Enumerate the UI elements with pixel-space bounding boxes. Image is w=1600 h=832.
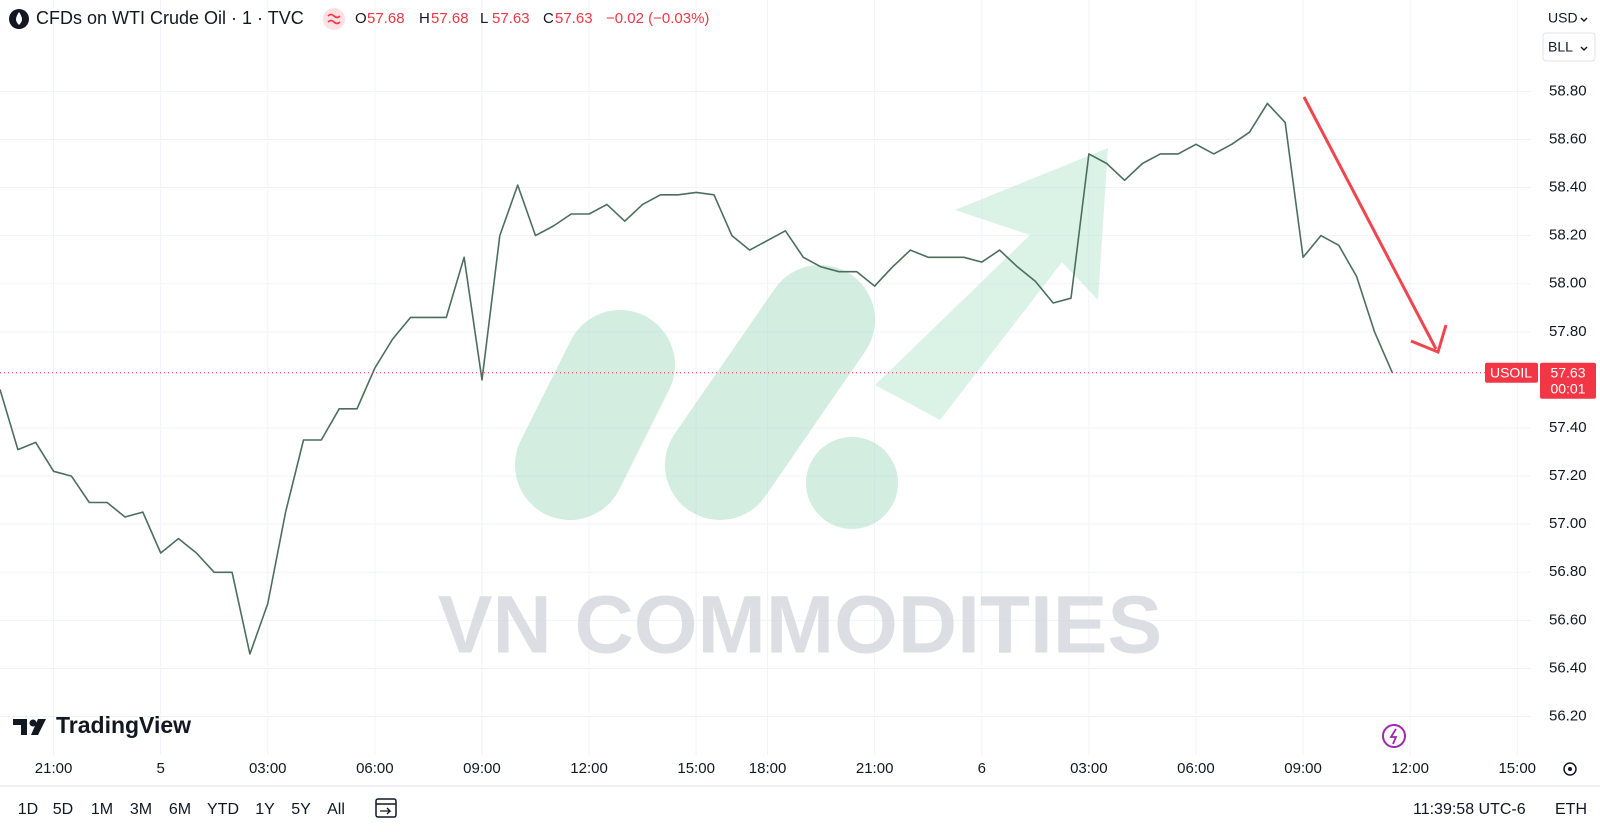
watermark-logo [515,148,1108,529]
x-tick-label: 03:00 [1070,760,1108,777]
range-button[interactable]: 1M [91,801,113,818]
ohlc-value: 57.68 [431,10,469,27]
y-tick-label: 57.40 [1549,419,1587,436]
arrow-head [1410,324,1448,355]
x-tick-label: 09:00 [463,760,501,777]
x-tick-label: 12:00 [1391,760,1429,777]
y-tick-label: 57.20 [1549,467,1587,484]
x-tick-label: 06:00 [1177,760,1215,777]
y-tick-label: 56.60 [1549,611,1587,628]
ohlc: O 57.68 H 57.68 L 57.63 C 57.63 −0.02 (−0.03%) [355,10,709,27]
currency[interactable]: USD [1548,10,1578,26]
unit[interactable]: BLL [1548,39,1573,55]
tv-logo [13,719,46,735]
calendar-frame [375,798,397,818]
x-tick-label: 06:00 [356,760,394,777]
alert-icon[interactable] [1382,724,1406,748]
ohlc-label: C [543,10,554,27]
x-tick-label: 6 [978,760,986,777]
x-tick-label: 03:00 [249,760,287,777]
y-tick-label: 58.80 [1549,82,1587,99]
range-button[interactable]: 6M [169,801,191,818]
clock: 11:39:58 UTC-6 [1413,801,1526,818]
range-button[interactable]: 1Y [255,801,275,818]
range-button[interactable]: YTD [207,801,239,818]
y-tick-label: 58.00 [1549,275,1587,292]
y-tick-label: 58.40 [1549,179,1587,196]
down-arrow [1302,96,1448,355]
price-label: 57.63 [1550,364,1585,380]
price-line [0,102,1394,655]
status-badge-icon [327,13,341,25]
y-tick-label: 57.00 [1549,515,1587,532]
x-tick-label: 12:00 [570,760,608,777]
x-tick-label: 21:00 [856,760,894,777]
dropdown-caret [1580,17,1588,51]
branding: TradingView [56,712,191,738]
symbol-title: CFDs on WTI Crude Oil · 1 · TVC [36,8,304,28]
symbol-icon-drop [16,12,22,25]
ohlc-value: 57.68 [367,10,405,27]
range-button[interactable]: 1D [18,801,38,818]
countdown: 00:01 [1550,380,1585,396]
calendar-arrow [380,807,392,815]
x-tick-label: 09:00 [1284,760,1322,777]
tv-logo-part [29,719,37,727]
y-tick-label: 57.80 [1549,323,1587,340]
toolbar: 1D 5D 1M 3M 6M YTD 1Y 5Y All [18,801,345,818]
session[interactable]: ETH [1555,801,1587,818]
logo-stroke [665,265,875,520]
x-tick-label: 5 [156,760,164,777]
price-change: −0.02 (−0.03%) [606,10,709,27]
y-tick-label: 56.40 [1549,659,1587,676]
calendar-icon[interactable] [375,798,397,818]
y-tick-label: 56.20 [1549,707,1587,724]
range-button[interactable]: 5Y [291,801,311,818]
y-tick-label: 58.20 [1549,227,1587,244]
unit-box[interactable] [1542,32,1596,62]
y-tick-label: 56.80 [1549,563,1587,580]
plot [0,102,1485,655]
logo-dot [806,437,898,529]
up-arrow [875,148,1108,420]
symbol-label: USOIL [1490,364,1532,380]
logo-stroke [515,310,675,520]
alert-icon-bolt [1389,728,1398,745]
ohlc-label: H [419,10,430,27]
range-button[interactable]: 5D [53,801,73,818]
settings-icon[interactable] [1563,762,1577,776]
arrow-shaft [1302,96,1438,350]
ohlc-label: L [480,10,488,27]
range-button[interactable]: 3M [130,801,152,818]
watermark-text: VN COMMODITIES [438,580,1162,671]
ohlc-value: 57.63 [555,10,593,27]
ohlc-value: 57.63 [492,10,530,27]
symbol-label-box [1485,362,1538,383]
x-tick-label: 15:00 [1498,760,1536,777]
price-label-box [1540,362,1596,399]
tv-logo-part [13,719,27,735]
x-tick-label: 15:00 [677,760,715,777]
range-button[interactable]: All [327,801,345,818]
ohlc-label: O [355,10,367,27]
status-badge [323,8,345,30]
tv-logo-part [31,719,46,735]
y-tick-label: 58.60 [1549,130,1587,147]
x-tick-label: 21:00 [35,760,73,777]
x-tick-label: 18:00 [749,760,787,777]
settings-icon-center [1568,767,1572,771]
